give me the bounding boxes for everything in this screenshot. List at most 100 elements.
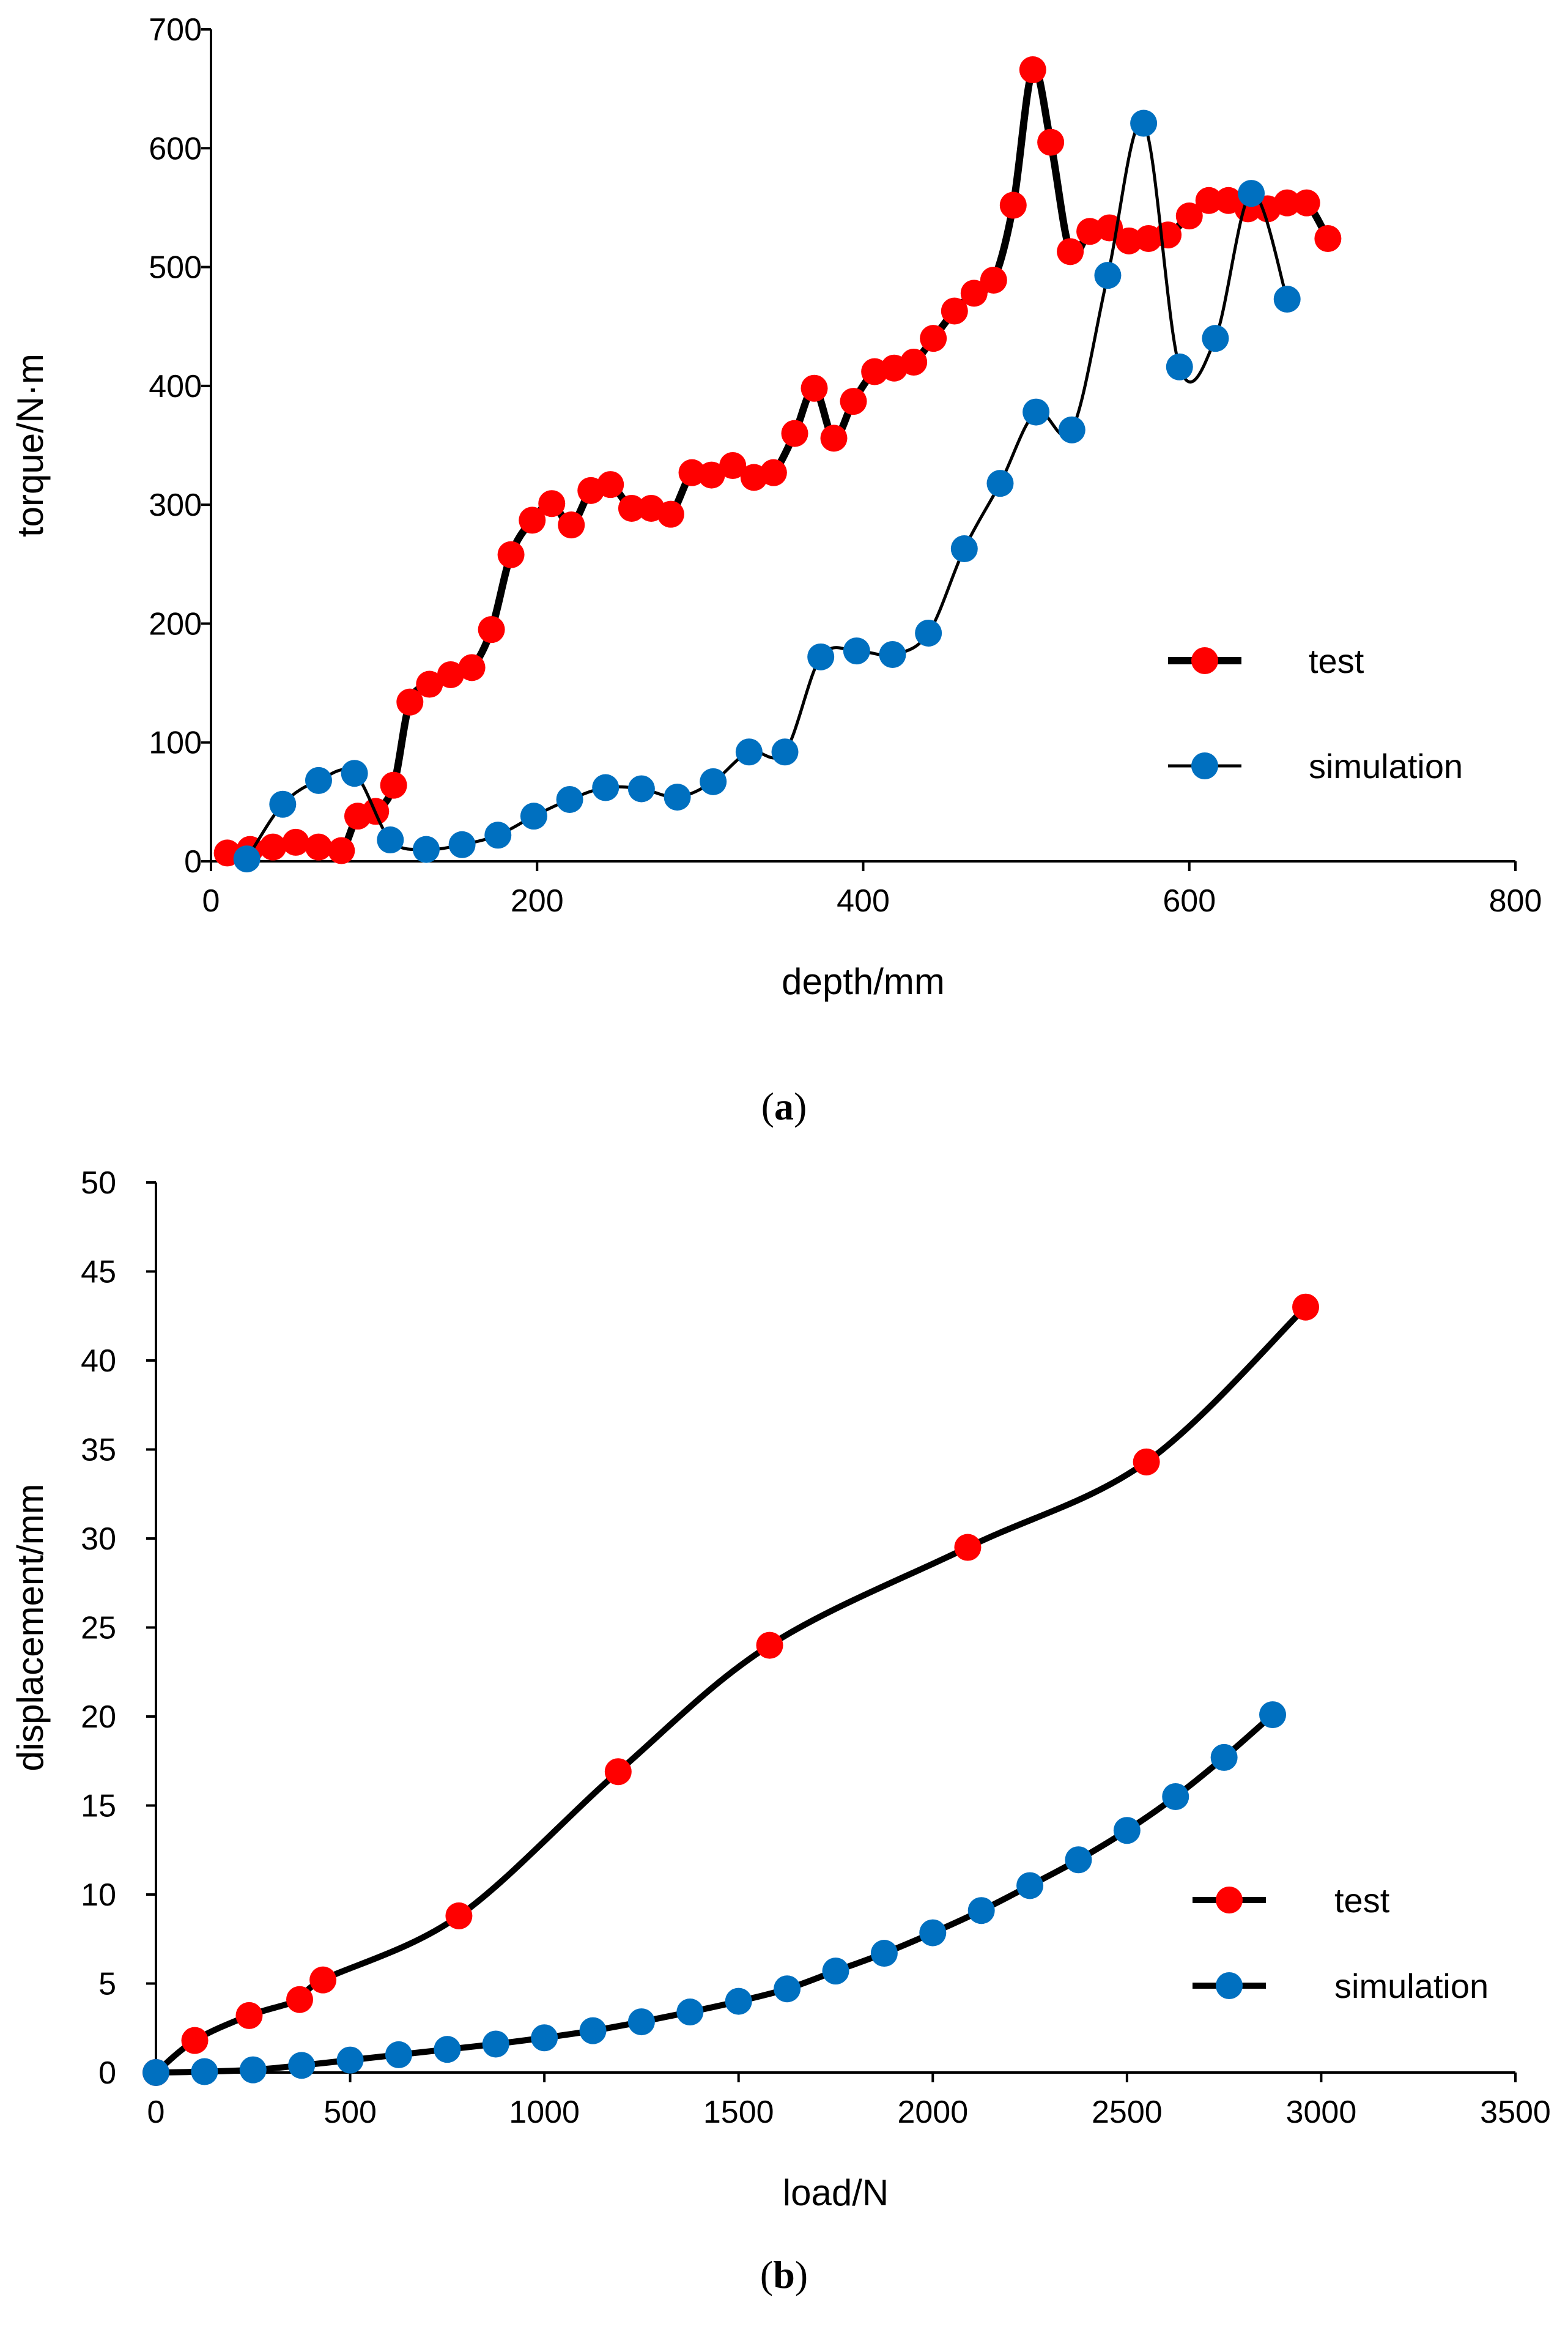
panel-label: (b) [760, 2253, 808, 2296]
test-point [980, 266, 1007, 294]
simulation-point [843, 637, 870, 665]
test-point [920, 325, 947, 352]
test-point [558, 511, 585, 539]
x-tick-label: 600 [1163, 883, 1216, 919]
simulation-point [1058, 416, 1085, 444]
simulation-point [412, 836, 440, 863]
simulation-point [1210, 1743, 1238, 1771]
simulation-point [1162, 1783, 1189, 1810]
x-tick-label: 0 [202, 883, 220, 919]
y-tick-label: 5 [98, 1967, 116, 2002]
simulation-point [377, 826, 404, 854]
simulation-point [448, 831, 476, 858]
simulation-point [1273, 286, 1301, 313]
test-point [458, 654, 486, 681]
simulation-point [986, 470, 1014, 497]
y-tick-label: 100 [149, 726, 202, 761]
test-point [1292, 1293, 1320, 1321]
y-tick-label: 300 [149, 488, 202, 523]
y-tick-label: 50 [81, 1165, 116, 1201]
test-point [756, 1631, 783, 1659]
simulation-point [967, 1897, 995, 1924]
simulation-point [1130, 109, 1158, 137]
x-tick-label: 2500 [1092, 2095, 1163, 2130]
y-tick-label: 700 [149, 12, 202, 48]
test-point [1115, 227, 1143, 254]
simulation-point [1023, 398, 1050, 426]
test-point [1273, 189, 1301, 217]
test-point [678, 459, 706, 486]
simulation-point [725, 1987, 752, 2015]
test-point [235, 2002, 263, 2029]
simulation-point [520, 803, 547, 830]
simulation-point [385, 2041, 412, 2068]
test-point [1195, 187, 1222, 214]
simulation-point [627, 775, 655, 803]
simulation-point [484, 822, 512, 849]
simulation-point [1202, 325, 1229, 352]
test-point [286, 1986, 314, 2013]
test-point [282, 828, 309, 856]
x-tick-label: 1000 [509, 2095, 580, 2130]
simulation-point [269, 790, 297, 818]
simulation-point [1166, 353, 1193, 380]
y-tick-label: 40 [81, 1343, 116, 1379]
y-tick-label: 35 [81, 1433, 116, 1468]
x-tick-label: 1500 [703, 2095, 774, 2130]
simulation-point [341, 760, 368, 787]
test-point [604, 1758, 632, 1786]
simulation-point [1113, 1817, 1141, 1844]
test-point [941, 297, 968, 325]
y-tick-label: 25 [81, 1611, 116, 1646]
test-point [1293, 189, 1320, 217]
simulation-point [664, 784, 691, 811]
test-point [1019, 56, 1046, 84]
simulation-point [336, 2046, 364, 2074]
simulation-point [233, 845, 261, 873]
simulation-point [1016, 1872, 1044, 1899]
x-tick-label: 3000 [1286, 2095, 1357, 2130]
test-point [328, 837, 355, 864]
x-tick-label: 3500 [1480, 2095, 1551, 2130]
test-point [181, 2027, 209, 2054]
test-point [1314, 225, 1342, 252]
simulation-point [1238, 180, 1265, 207]
test-point [801, 374, 828, 402]
y-tick-label: 45 [81, 1255, 116, 1290]
simulation-point [822, 1958, 849, 1985]
simulation-point [142, 2059, 169, 2086]
chart-a: 0 100 200 300 400 500 600 700 0 200 400 600 800 depth… [10, 12, 1542, 1128]
test-point [259, 833, 287, 861]
y-tick-label: 30 [81, 1521, 116, 1557]
simulation-point [531, 2024, 558, 2052]
y-tick-label: 400 [149, 369, 202, 404]
test-series-line [153, 1305, 1308, 2075]
simulation-point [774, 1975, 801, 2003]
simulation-point [239, 2056, 267, 2084]
simulation-point [700, 768, 727, 795]
test-point [538, 490, 566, 518]
simulation-point [556, 785, 583, 813]
test-point [519, 507, 546, 534]
panel-label: (a) [761, 1085, 807, 1128]
x-tick-label: 2000 [897, 2095, 968, 2130]
test-point [960, 280, 988, 307]
legend-test-label: test [1334, 1881, 1390, 1920]
test-point [1037, 128, 1065, 156]
simulation-point [305, 766, 332, 794]
legend-simulation-label: simulation [1309, 747, 1463, 785]
test-point [478, 616, 505, 644]
legend-test-label: test [1309, 642, 1364, 680]
test-point [760, 459, 787, 486]
test-point [820, 425, 848, 452]
simulation-point [676, 1999, 704, 2026]
legend-simulation-marker [1216, 1972, 1243, 1999]
simulation-point [592, 774, 619, 801]
y-axis-title: displacement/mm [10, 1483, 51, 1771]
legend-test-marker [1191, 647, 1218, 674]
y-tick-label: 200 [149, 606, 202, 642]
simulation-point [879, 640, 906, 668]
y-tick-label: 0 [98, 2055, 116, 2091]
